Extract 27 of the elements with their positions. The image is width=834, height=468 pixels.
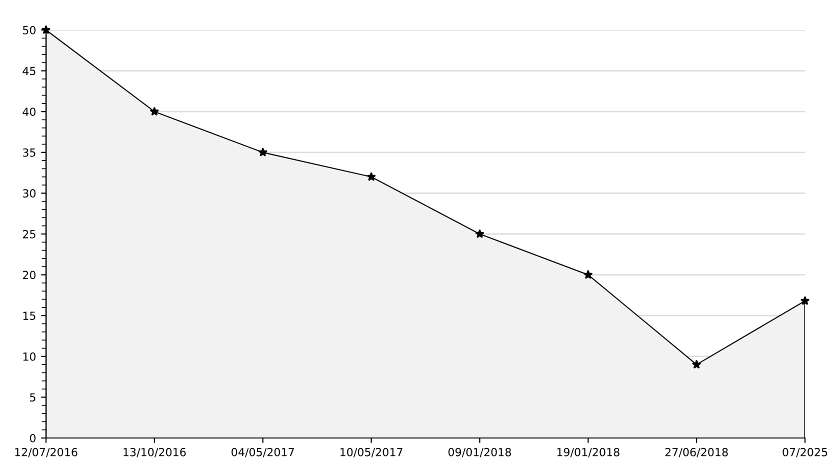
y-tick-label: 10 [23, 352, 36, 361]
x-tick-label: 27/06/2018 [665, 448, 728, 458]
y-tick-label: 0 [30, 434, 36, 442]
point [692, 360, 702, 369]
y-tick-label: 30 [22, 189, 36, 198]
x-tick-label: 12/07/2016 [15, 448, 78, 458]
point [150, 106, 160, 116]
x-tick-label: 10/05/2017 [340, 448, 402, 458]
y-tick-label: 50 [22, 26, 36, 34]
x-tick-label: 19/01/2018 [557, 448, 620, 458]
x-tick-label: 07/2025 [782, 448, 828, 458]
y-tick-label: 15 [23, 312, 36, 320]
y-tick-label: 45 [22, 66, 36, 76]
x-tick-label: 04/05/2017 [232, 448, 294, 458]
y-tick-label: 20 [22, 270, 36, 280]
point [475, 229, 484, 238]
point [366, 172, 376, 181]
x-tick-label: 09/01/2018 [448, 448, 511, 458]
y-tick-label: 25 [22, 230, 36, 238]
point [800, 296, 810, 305]
y-tick-label: 40 [22, 108, 36, 116]
point [583, 270, 593, 279]
y-tick-label: 5 [30, 393, 36, 402]
point [41, 25, 51, 34]
point [258, 148, 268, 156]
y-tick-label: 35 [22, 148, 36, 157]
x-tick-label: 13/10/2016 [124, 448, 186, 458]
